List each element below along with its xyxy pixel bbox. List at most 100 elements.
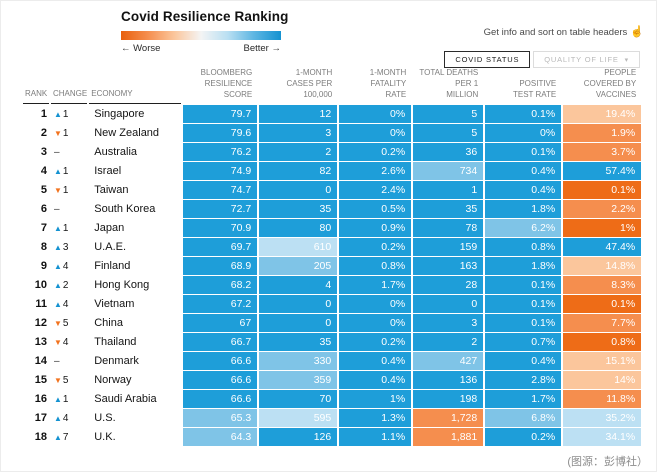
fatality-rate-cell: 0.8% — [339, 257, 412, 276]
column-header-change[interactable]: CHANGE — [51, 68, 88, 105]
fatality-rate-cell: 1.3% — [339, 409, 412, 428]
image-source-caption: (图源：彭博社） — [567, 456, 648, 468]
rank-cell: 15 — [34, 374, 47, 387]
cases-cell: 82 — [259, 162, 338, 181]
rank-cell: 16 — [34, 393, 47, 406]
total-deaths-cell: 734 — [413, 162, 484, 181]
column-header-total-deaths[interactable]: TOTAL DEATHS PER 1 MILLION — [419, 68, 479, 99]
total-deaths-cell: 78 — [413, 219, 484, 238]
title-block: Covid Resilience Ranking ← Worse Better … — [121, 9, 288, 54]
resilience-score-cell: 68.2 — [183, 276, 258, 295]
total-deaths-cell: 159 — [413, 238, 484, 257]
table-row: 18 ▲7 U.K. 64.3 126 1.1% 1,881 0.2% 34.1% — [23, 428, 642, 447]
total-deaths-cell: 163 — [413, 257, 484, 276]
positive-test-rate-cell: 0.4% — [485, 162, 562, 181]
fatality-rate-cell: 0% — [339, 124, 412, 143]
tab-quality-of-life[interactable]: QUALITY OF LIFE ▾ — [533, 51, 640, 68]
rank-down-arrow-icon: ▼ — [54, 375, 62, 385]
total-deaths-cell: 1,881 — [413, 428, 484, 447]
vaccine-coverage-cell: 1% — [563, 219, 642, 238]
positive-test-rate-cell: 0.1% — [485, 314, 562, 333]
change-cell: ▲1 — [51, 219, 87, 237]
change-cell: ▲1 — [51, 162, 87, 180]
table-row: 14– Denmark 66.6 330 0.4% 427 0.4% 15.1% — [23, 352, 642, 371]
positive-test-rate-cell: 1.7% — [485, 390, 562, 409]
rank-cell: 1 — [40, 108, 47, 121]
pointer-hand-icon: ☝ — [630, 26, 644, 38]
column-header-vaccine-coverage[interactable]: PEOPLE COVERED BY VACCINES — [583, 68, 637, 99]
economy-cell: U.K. — [94, 431, 116, 444]
vaccine-coverage-cell: 34.1% — [563, 428, 642, 447]
table-row: 11 ▲4 Vietnam 67.2 0 0% 0 0.1% 0.1% — [23, 295, 642, 314]
column-header-resilience-score[interactable]: BLOOMBERG RESILIENCE SCORE — [200, 68, 253, 99]
vaccine-coverage-cell: 14% — [563, 371, 642, 390]
chevron-down-icon: ▾ — [624, 57, 629, 64]
table-row: 16 ▲1 Saudi Arabia 66.6 70 1% 198 1.7% 11.8% — [23, 390, 642, 409]
resilience-score-cell: 68.9 — [183, 257, 258, 276]
economy-cell: Singapore — [94, 108, 145, 121]
change-amount: 2 — [62, 279, 69, 291]
total-deaths-cell: 1 — [413, 181, 484, 200]
cases-cell: 12 — [259, 105, 338, 124]
table-row: 8 ▲3 U.A.E. 69.7 610 0.2% 159 0.8% 47.4% — [23, 238, 642, 257]
table-row: 12 ▼5 China 67 0 0% 3 0.1% 7.7% — [23, 314, 642, 333]
resilience-score-cell: 72.7 — [183, 200, 258, 219]
page-title: Covid Resilience Ranking — [121, 9, 289, 24]
rank-up-arrow-icon: ▲ — [54, 109, 62, 119]
cases-cell: 35 — [259, 333, 338, 352]
table-row: 2 ▼1 New Zealand 79.6 3 0% 5 0% 1.9% — [23, 124, 642, 143]
change-cell: ▼5 — [51, 371, 87, 389]
resilience-score-cell: 67.2 — [183, 295, 258, 314]
resilience-score-cell: 66.6 — [183, 352, 258, 371]
total-deaths-cell: 28 — [413, 276, 484, 295]
rank-down-arrow-icon: ▼ — [54, 185, 62, 195]
vaccine-coverage-cell: 2.2% — [563, 200, 642, 219]
resilience-score-cell: 66.6 — [183, 371, 258, 390]
economy-cell: Israel — [94, 165, 122, 178]
resilience-score-cell: 64.3 — [183, 428, 258, 447]
change-cell: ▲4 — [51, 409, 87, 427]
vaccine-coverage-cell: 3.7% — [563, 143, 642, 162]
rank-up-arrow-icon: ▲ — [54, 413, 62, 423]
table-row: 7 ▲1 Japan 70.9 80 0.9% 78 6.2% 1% — [23, 219, 642, 238]
column-header-fatality-rate[interactable]: 1-MONTH FATALITY RATE — [369, 68, 407, 99]
column-header-cases[interactable]: 1-MONTH CASES PER 100,000 — [286, 68, 333, 99]
change-amount: 1 — [62, 165, 69, 177]
rank-no-change-icon: – — [54, 355, 60, 367]
positive-test-rate-cell: 2.8% — [485, 371, 562, 390]
sort-hint: Get info and sort on table headers ☝ — [484, 25, 644, 38]
change-amount: 3 — [62, 241, 69, 253]
tab-covid-status[interactable]: COVID STATUS — [444, 51, 531, 68]
total-deaths-cell: 0 — [413, 295, 484, 314]
cases-cell: 595 — [259, 409, 338, 428]
positive-test-rate-cell: 6.2% — [485, 219, 562, 238]
column-header-rank[interactable]: RANK — [23, 68, 49, 105]
total-deaths-cell: 198 — [413, 390, 484, 409]
total-deaths-cell: 2 — [413, 333, 484, 352]
rank-up-arrow-icon: ▲ — [54, 261, 62, 271]
table-row: 13 ▼4 Thailand 66.7 35 0.2% 2 0.7% 0.8% — [23, 333, 642, 352]
positive-test-rate-cell: 6.8% — [485, 409, 562, 428]
column-header-positive-test-rate[interactable]: POSITIVE TEST RATE — [512, 78, 557, 99]
cases-cell: 80 — [259, 219, 338, 238]
rank-up-arrow-icon: ▲ — [54, 432, 62, 442]
rank-up-arrow-icon: ▲ — [54, 242, 62, 252]
economy-cell: Norway — [94, 374, 132, 387]
cases-cell: 70 — [259, 390, 338, 409]
rank-cell: 17 — [34, 412, 47, 425]
fatality-rate-cell: 0.2% — [339, 238, 412, 257]
column-header-economy[interactable]: ECONOMY — [89, 68, 182, 105]
rank-down-arrow-icon: ▼ — [54, 337, 62, 347]
rank-down-arrow-icon: ▼ — [54, 318, 62, 328]
fatality-rate-cell: 0.2% — [339, 143, 412, 162]
economy-cell: Hong Kong — [94, 279, 150, 292]
rank-cell: 7 — [40, 222, 47, 235]
legend-labels: ← Worse Better → — [121, 43, 281, 54]
color-legend: ← Worse Better → — [121, 31, 281, 54]
positive-test-rate-cell: 0.2% — [485, 428, 562, 447]
positive-test-rate-cell: 0.4% — [485, 181, 562, 200]
rank-up-arrow-icon: ▲ — [54, 280, 62, 290]
resilience-score-cell: 70.9 — [183, 219, 258, 238]
vaccine-coverage-cell: 35.2% — [563, 409, 642, 428]
rank-cell: 3 — [40, 146, 47, 159]
